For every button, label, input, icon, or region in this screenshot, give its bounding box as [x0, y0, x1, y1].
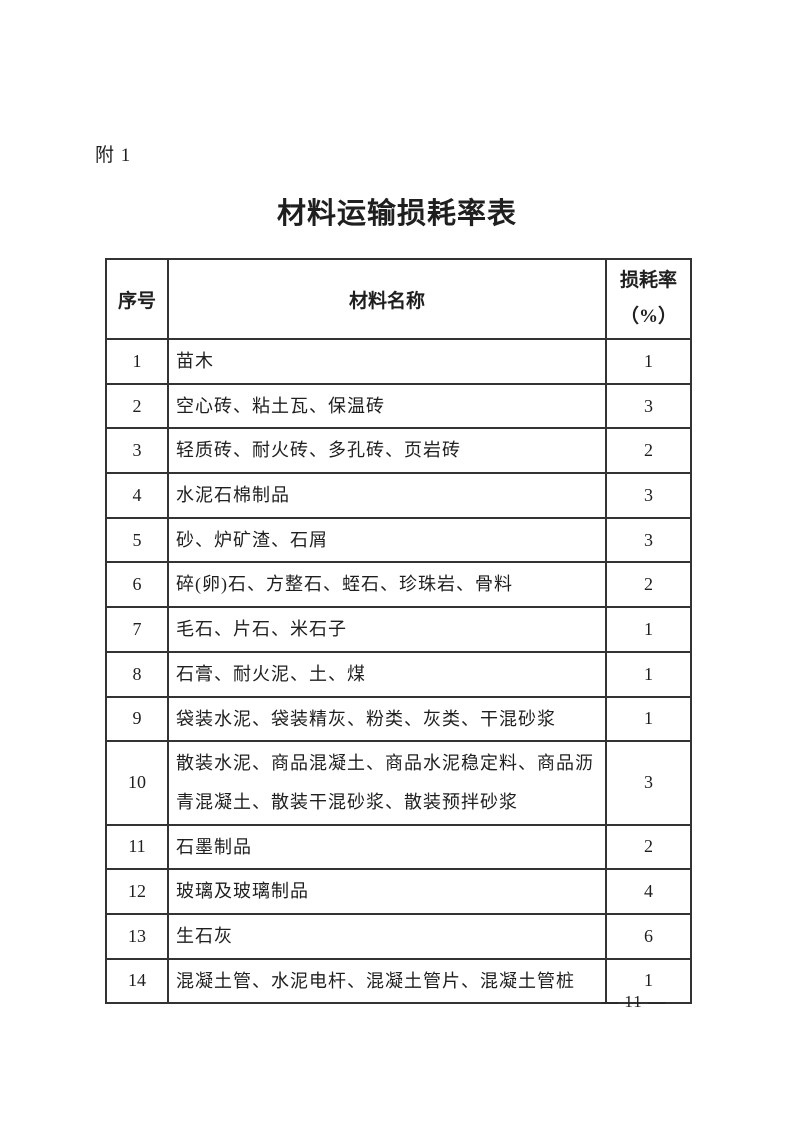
row-index-cell: 5	[105, 516, 169, 564]
material-name-cell: 生石灰	[167, 912, 607, 960]
row-index-cell: 4	[105, 472, 169, 519]
loss-rate-cell: 2	[605, 427, 692, 475]
material-name-cell: 石膏、耐火泥、土、煤	[167, 650, 607, 698]
loss-rate-cell: 1	[605, 338, 692, 385]
material-name-cell: 苗木	[167, 338, 607, 385]
table-body: 1 苗木 1 2 空心砖、粘土瓦、保温砖 3 3 轻质砖、耐火砖、多孔砖、页岩砖 2 4 水泥石棉制…	[105, 338, 692, 1005]
header-loss-rate: 损耗率 （%）	[605, 258, 692, 340]
material-name-cell: 玻璃及玻璃制品	[167, 868, 607, 915]
row-index-cell: 10	[105, 740, 169, 826]
loss-rate-cell: 3	[605, 516, 692, 564]
loss-rate-cell: 1	[605, 695, 692, 743]
table-row: 5 砂、炉矿渣、石屑 3	[105, 516, 692, 564]
table-row: 12 玻璃及玻璃制品 4	[105, 868, 692, 915]
loss-rate-cell: 1	[605, 650, 692, 698]
loss-rate-cell: 6	[605, 912, 692, 960]
header-material-name: 材料名称	[167, 258, 607, 340]
header-loss-rate-line2: （%）	[619, 306, 677, 327]
material-name-cell: 水泥石棉制品	[167, 472, 607, 519]
row-index-cell: 7	[105, 606, 169, 653]
material-name-cell: 毛石、片石、米石子	[167, 606, 607, 653]
page-number: — 11 —	[601, 992, 666, 1011]
row-index-cell: 9	[105, 695, 169, 743]
loss-rate-cell: 2	[605, 823, 692, 871]
table-row: 13 生石灰 6	[105, 912, 692, 960]
table-row: 7 毛石、片石、米石子 1	[105, 606, 692, 653]
row-index-cell: 8	[105, 650, 169, 698]
table-row: 9 袋装水泥、袋装精灰、粉类、灰类、干混砂浆 1	[105, 695, 692, 743]
table-row: 6 碎(卵)石、方整石、蛭石、珍珠岩、骨料 2	[105, 561, 692, 609]
table-row: 4 水泥石棉制品 3	[105, 472, 692, 519]
table-row: 10 散装水泥、商品混凝土、商品水泥稳定料、商品沥青混凝土、散装干混砂浆、散装预拌…	[105, 740, 692, 826]
header-loss-rate-line1: 损耗率	[619, 269, 677, 291]
material-name-cell: 散装水泥、商品混凝土、商品水泥稳定料、商品沥青混凝土、散装干混砂浆、散装预拌砂浆	[167, 740, 607, 826]
material-name-cell: 砂、炉矿渣、石屑	[167, 516, 607, 564]
loss-rate-cell: 3	[605, 740, 692, 826]
table-row: 8 石膏、耐火泥、土、煤 1	[105, 650, 692, 698]
loss-rate-cell: 1	[605, 957, 692, 1005]
row-index-cell: 2	[105, 382, 169, 430]
material-name-cell: 轻质砖、耐火砖、多孔砖、页岩砖	[167, 427, 607, 475]
row-index-cell: 11	[105, 823, 169, 871]
attachment-label: 附 1	[95, 145, 132, 166]
table-row: 2 空心砖、粘土瓦、保温砖 3	[105, 382, 692, 430]
material-name-cell: 石墨制品	[167, 823, 607, 871]
table-row: 1 苗木 1	[105, 338, 692, 385]
header-index: 序号	[105, 258, 169, 340]
loss-rate-cell: 1	[605, 606, 692, 653]
page-title: 材料运输损耗率表	[276, 198, 517, 230]
loss-rate-table: 序号 材料名称 损耗率 （%） 1 苗木 1 2 空心砖、粘土瓦、保温砖 3 3 轻质砖、耐火…	[105, 258, 692, 1005]
loss-rate-cell: 2	[605, 561, 692, 609]
row-index-cell: 6	[105, 561, 169, 609]
row-index-cell: 13	[105, 912, 169, 960]
row-index-cell: 3	[105, 427, 169, 475]
loss-rate-cell: 3	[605, 382, 692, 430]
loss-rate-cell: 3	[605, 472, 692, 519]
table-row: 14 混凝土管、水泥电杆、混凝土管片、混凝土管桩 1	[105, 957, 692, 1005]
material-name-cell: 混凝土管、水泥电杆、混凝土管片、混凝土管桩	[167, 957, 607, 1005]
header-row: 序号 材料名称 损耗率 （%）	[105, 258, 692, 340]
table-header: 序号 材料名称 损耗率 （%）	[105, 258, 692, 340]
loss-rate-cell: 4	[605, 868, 692, 915]
table-row: 3 轻质砖、耐火砖、多孔砖、页岩砖 2	[105, 427, 692, 475]
row-index-cell: 1	[105, 338, 169, 385]
material-name-cell: 空心砖、粘土瓦、保温砖	[167, 382, 607, 430]
material-name-cell: 袋装水泥、袋装精灰、粉类、灰类、干混砂浆	[167, 695, 607, 743]
material-name-cell: 碎(卵)石、方整石、蛭石、珍珠岩、骨料	[167, 561, 607, 609]
table-row: 11 石墨制品 2	[105, 823, 692, 871]
row-index-cell: 12	[105, 868, 169, 915]
row-index-cell: 14	[105, 957, 169, 1005]
